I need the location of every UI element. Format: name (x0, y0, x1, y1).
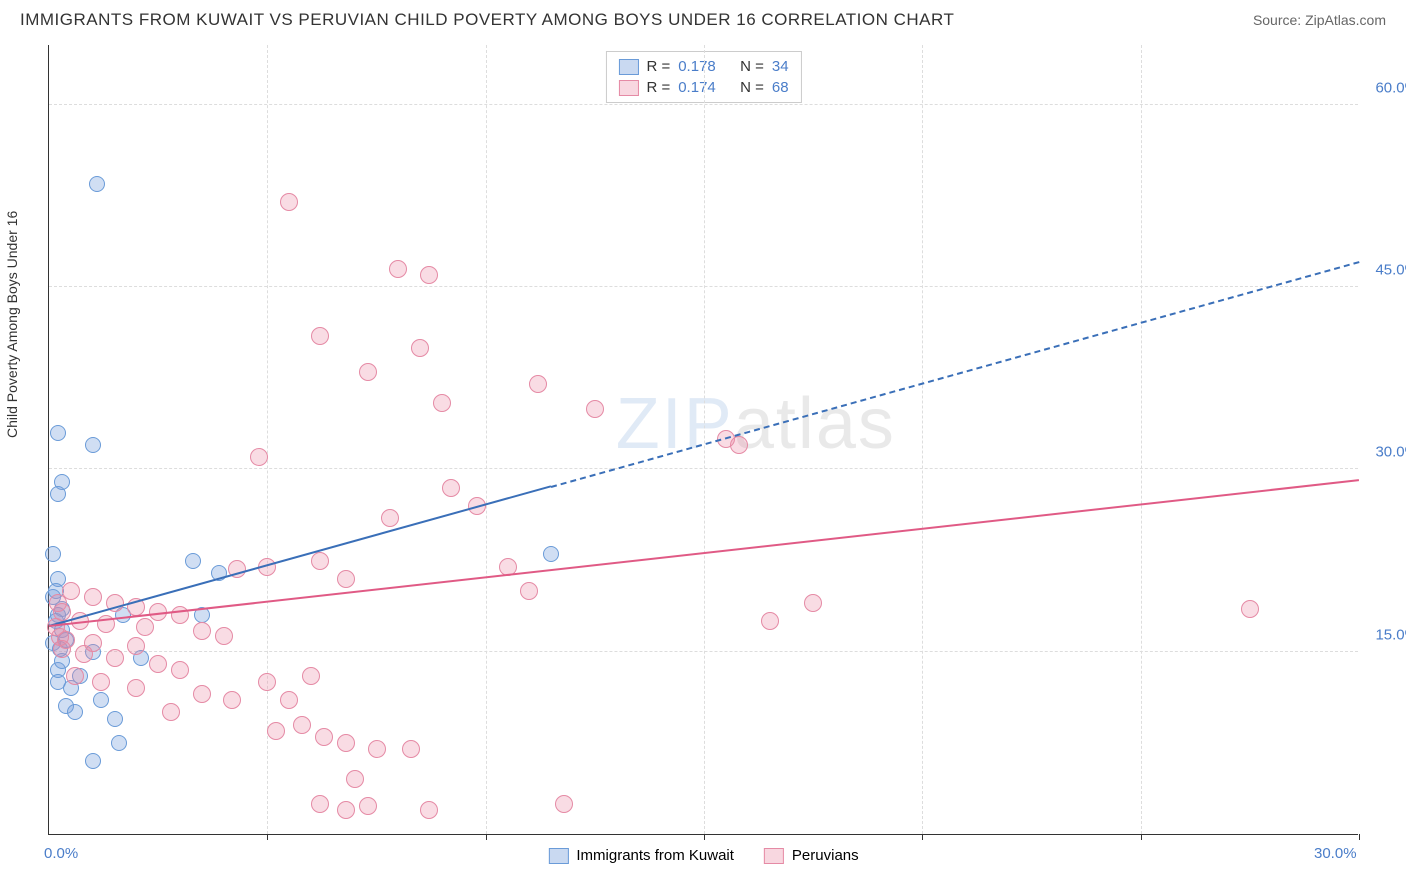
vgridline (922, 45, 923, 834)
legend-item: Immigrants from Kuwait (548, 847, 734, 864)
data-point-peruvians (127, 637, 145, 655)
data-point-kuwait (107, 711, 123, 727)
vgridline (704, 45, 705, 834)
y-axis-label: Child Poverty Among Boys Under 16 (4, 211, 20, 438)
data-point-peruvians (84, 588, 102, 606)
data-point-peruvians (315, 728, 333, 746)
data-point-peruvians (258, 673, 276, 691)
data-point-peruvians (302, 667, 320, 685)
data-point-peruvians (149, 655, 167, 673)
data-point-kuwait (50, 425, 66, 441)
data-point-kuwait (85, 753, 101, 769)
series-legend: Immigrants from Kuwait Peruvians (548, 847, 858, 864)
vgridline (267, 45, 268, 834)
data-point-peruvians (311, 795, 329, 813)
y-tick-label: 60.0% (1375, 79, 1406, 96)
data-point-kuwait (89, 176, 105, 192)
x-tick-label: 30.0% (1314, 845, 1357, 862)
legend-item: Peruvians (764, 847, 859, 864)
data-point-peruvians (346, 770, 364, 788)
x-tick (267, 834, 268, 840)
data-point-peruvians (804, 594, 822, 612)
data-point-peruvians (389, 260, 407, 278)
data-point-peruvians (293, 716, 311, 734)
data-point-kuwait (543, 546, 559, 562)
data-point-peruvians (368, 740, 386, 758)
data-point-peruvians (280, 193, 298, 211)
legend-swatch (548, 848, 568, 864)
data-point-peruvians (280, 691, 298, 709)
data-point-peruvians (420, 801, 438, 819)
data-point-peruvians (193, 685, 211, 703)
legend-swatch (618, 80, 638, 96)
data-point-peruvians (311, 552, 329, 570)
chart-title: IMMIGRANTS FROM KUWAIT VS PERUVIAN CHILD… (20, 10, 954, 30)
vgridline (1141, 45, 1142, 834)
data-point-peruvians (136, 618, 154, 636)
y-tick-label: 15.0% (1375, 626, 1406, 643)
watermark: ZIPatlas (616, 383, 896, 465)
trendline-kuwait-dashed (551, 261, 1359, 488)
data-point-peruvians (267, 722, 285, 740)
data-point-peruvians (359, 797, 377, 815)
data-point-peruvians (520, 582, 538, 600)
data-point-kuwait (185, 553, 201, 569)
data-point-peruvians (250, 448, 268, 466)
data-point-peruvians (420, 266, 438, 284)
data-point-peruvians (359, 363, 377, 381)
data-point-peruvians (215, 627, 233, 645)
data-point-peruvians (171, 661, 189, 679)
data-point-peruvians (1241, 600, 1259, 618)
data-point-peruvians (761, 612, 779, 630)
data-point-peruvians (586, 400, 604, 418)
data-point-kuwait (67, 704, 83, 720)
data-point-peruvians (75, 645, 93, 663)
x-tick (1359, 834, 1360, 840)
data-point-peruvians (223, 691, 241, 709)
vgridline (486, 45, 487, 834)
trendline-kuwait (49, 486, 552, 628)
data-point-peruvians (51, 628, 69, 646)
data-point-peruvians (106, 649, 124, 667)
legend-swatch (764, 848, 784, 864)
y-tick-label: 30.0% (1375, 444, 1406, 461)
data-point-peruvians (411, 339, 429, 357)
x-tick (486, 834, 487, 840)
data-point-peruvians (162, 703, 180, 721)
x-tick (922, 834, 923, 840)
data-point-peruvians (337, 801, 355, 819)
data-point-kuwait (50, 486, 66, 502)
data-point-peruvians (193, 622, 211, 640)
x-tick-label: 0.0% (44, 845, 78, 862)
data-point-peruvians (127, 679, 145, 697)
data-point-peruvians (555, 795, 573, 813)
legend-swatch (618, 59, 638, 75)
data-point-peruvians (381, 509, 399, 527)
data-point-kuwait (93, 692, 109, 708)
scatter-plot-area: ZIPatlas R = 0.178 N = 34R = 0.174 N = 6… (48, 45, 1358, 835)
data-point-peruvians (66, 667, 84, 685)
data-point-kuwait (85, 437, 101, 453)
data-point-peruvians (433, 394, 451, 412)
data-point-peruvians (337, 570, 355, 588)
x-tick (1141, 834, 1142, 840)
data-point-peruvians (442, 479, 460, 497)
data-point-peruvians (337, 734, 355, 752)
source-attribution: Source: ZipAtlas.com (1253, 12, 1386, 28)
data-point-peruvians (311, 327, 329, 345)
data-point-peruvians (529, 375, 547, 393)
data-point-peruvians (92, 673, 110, 691)
x-tick (704, 834, 705, 840)
data-point-kuwait (45, 546, 61, 562)
data-point-peruvians (402, 740, 420, 758)
data-point-kuwait (111, 735, 127, 751)
y-tick-label: 45.0% (1375, 262, 1406, 279)
